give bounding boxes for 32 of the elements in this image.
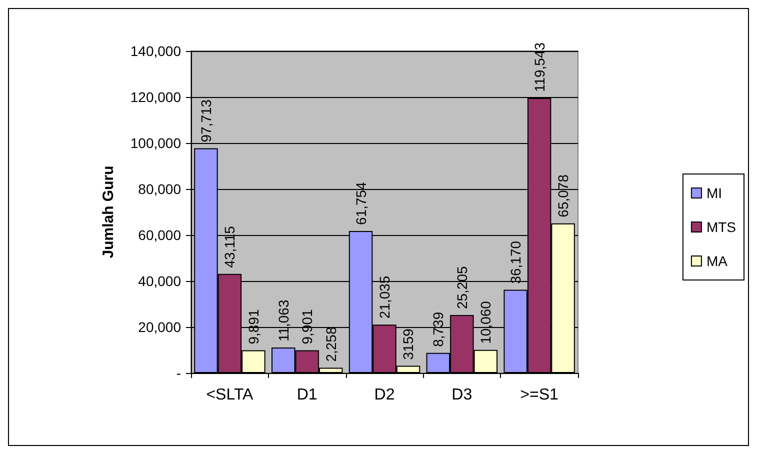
data-label: 2,258 (322, 326, 339, 362)
y-tick-label: 100,000 (130, 135, 182, 151)
y-tick-label: 20,000 (138, 319, 182, 335)
y-tick-label: - (176, 365, 182, 381)
data-label: 43,115 (222, 226, 238, 268)
data-label: 65,078 (555, 174, 572, 218)
data-label: 8,739 (430, 312, 446, 347)
y-tick-label: 40,000 (138, 273, 182, 289)
x-tick-label: <SLTA (206, 386, 254, 404)
data-label: 25,205 (454, 266, 470, 310)
data-label: 9,901 (299, 308, 316, 344)
data-label: 11,063 (275, 300, 292, 342)
legend-label: MI (706, 185, 722, 201)
y-axis-title: Jumlah Guru (100, 166, 117, 258)
y-tick-label: 140,000 (130, 43, 182, 59)
y-tick-label: 120,000 (130, 89, 182, 105)
y-tick-label: 80,000 (138, 181, 182, 197)
x-tick-label: D2 (374, 386, 395, 404)
data-label: 36,170 (508, 240, 524, 284)
data-label: 97,713 (198, 99, 214, 142)
legend-label: MA (706, 253, 728, 269)
data-label: 61,754 (352, 182, 369, 225)
legend-label: MTS (706, 219, 736, 235)
y-tick-label: 60,000 (138, 227, 182, 243)
data-label: 10,060 (478, 300, 494, 344)
data-label: 9,891 (245, 309, 262, 344)
data-label: 21,035 (376, 276, 392, 319)
data-label: 119,543 (531, 42, 548, 92)
x-tick-label: >=S1 (520, 386, 559, 404)
x-tick-label: D3 (452, 386, 472, 404)
x-tick-label: D1 (296, 386, 318, 404)
data-label: 3159 (400, 328, 416, 360)
